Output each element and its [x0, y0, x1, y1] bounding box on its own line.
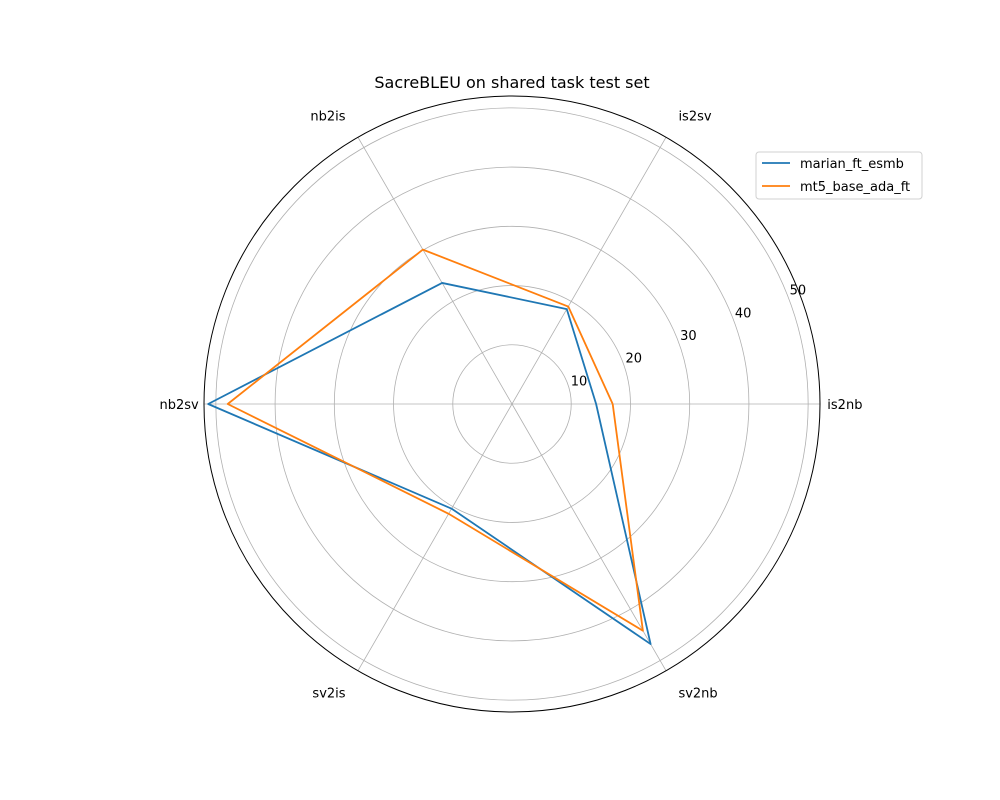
circular-gridline	[215, 107, 809, 701]
legend-box	[755, 151, 923, 200]
legend-label-marian_ft_esmb: marian_ft_esmb	[800, 157, 904, 172]
r-tick-label: 50	[790, 284, 807, 299]
circular-gridline	[274, 166, 750, 642]
category-label-is2nb: is2nb	[827, 398, 862, 413]
circular-gridline	[333, 225, 691, 583]
axis-labels: 10 20 30 40 50 is2nb is2sv nb2is nb2sv sv2is sv2nb	[160, 110, 863, 702]
category-label-is2sv: is2sv	[678, 110, 711, 125]
circular-gridline	[452, 344, 572, 464]
r-tick-label: 20	[625, 352, 642, 367]
r-tick-label: 10	[571, 374, 588, 389]
radial-gridline	[511, 137, 667, 405]
legend: marian_ft_esmb mt5_base_ada_ft	[755, 151, 923, 200]
radial-gridline	[511, 403, 667, 671]
chart-title: SacreBLEU on shared task test set	[374, 73, 649, 92]
category-label-sv2is: sv2is	[312, 686, 345, 701]
series-lines	[207, 248, 652, 645]
r-tick-label: 40	[735, 306, 752, 321]
outer-spine	[203, 95, 821, 713]
radial-gridline	[357, 137, 513, 405]
circular-gridline	[393, 285, 631, 523]
category-label-nb2sv: nb2sv	[160, 398, 200, 413]
series-line-mt5_base_ada_ft	[226, 248, 644, 632]
legend-label-mt5_base_ada_ft: mt5_base_ada_ft	[800, 180, 910, 195]
polar-grid	[203, 95, 821, 713]
series-line-marian_ft_esmb	[207, 282, 652, 645]
category-label-sv2nb: sv2nb	[678, 686, 717, 701]
radial-gridline	[357, 403, 513, 671]
r-tick-label: 30	[680, 329, 697, 344]
category-label-nb2is: nb2is	[310, 110, 345, 125]
